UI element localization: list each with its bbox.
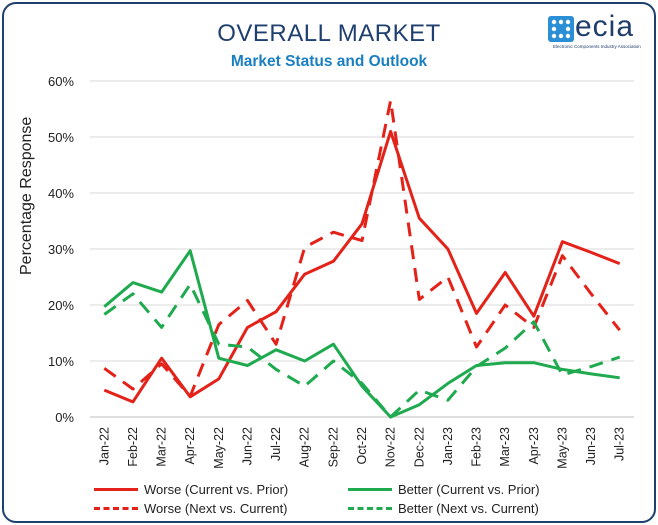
series-line-4 [103, 282, 621, 419]
y-tick-label: 0% [55, 410, 74, 425]
legend-swatch [94, 506, 138, 510]
legend-label: Better (Next vs. Current) [398, 500, 539, 516]
x-tick-label: Nov-22 [384, 427, 398, 467]
x-tick-label: Apr-23 [527, 427, 541, 465]
x-tick-label: Jul-23 [613, 427, 627, 461]
legend-label: Worse (Current vs. Prior) [144, 481, 289, 497]
legend-swatch [348, 487, 392, 491]
x-tick-label: Dec-22 [412, 427, 426, 467]
chart-legend: Worse (Current vs. Prior) Better (Curren… [94, 481, 614, 517]
legend-swatch [94, 487, 138, 491]
y-tick-label: 20% [48, 298, 74, 313]
x-tick-label: May-23 [555, 427, 569, 469]
x-tick-label: Sep-22 [326, 427, 340, 467]
x-tick-label: Jun-22 [240, 427, 254, 465]
ecia-logo: ecia Electronic Components Industry Asso… [548, 10, 648, 54]
legend-label: Better (Current vs. Prior) [398, 481, 540, 497]
x-tick-label: Feb-23 [470, 427, 484, 467]
x-tick-label: Aug-22 [298, 427, 312, 467]
legend-item-worse-next: Worse (Next vs. Current) [94, 500, 288, 516]
x-tick-label: Mar-22 [155, 427, 169, 467]
logo-tagline: Electronic Components Industry Associati… [553, 44, 641, 49]
series-line-3 [103, 249, 620, 419]
x-tick-label: Mar-23 [498, 427, 512, 467]
legend-item-better-current: Better (Current vs. Prior) [348, 481, 540, 497]
x-tick-label: Jun-23 [584, 427, 598, 465]
ecia-grid-logo-icon [548, 16, 574, 42]
chart-subtitle: Market Status and Outlook [230, 53, 428, 70]
x-tick-label: Oct-22 [355, 427, 369, 465]
legend-label: Worse (Next vs. Current) [144, 500, 288, 516]
y-tick-label: 50% [48, 130, 74, 145]
x-tick-label: Jan-23 [441, 427, 455, 465]
legend-item-better-next: Better (Next vs. Current) [348, 500, 539, 516]
legend-swatch [348, 506, 392, 510]
logo-wordmark: ecia [575, 10, 635, 43]
y-tick-label: 10% [48, 354, 74, 369]
y-tick-label: 60% [48, 74, 74, 89]
series-line-2 [103, 99, 621, 398]
x-tick-label: Jul-22 [269, 427, 283, 461]
legend-item-worse-current: Worse (Current vs. Prior) [94, 481, 288, 497]
y-tick-label: 40% [48, 186, 74, 201]
y-tick-label: 30% [48, 242, 74, 257]
x-tick-label: Jan-22 [97, 427, 111, 465]
x-tick-label: May-22 [212, 427, 226, 469]
x-tick-label: Feb-22 [126, 427, 140, 467]
chart-title: OVERALL MARKET [217, 20, 441, 47]
x-tick-label: Apr-22 [183, 427, 197, 465]
